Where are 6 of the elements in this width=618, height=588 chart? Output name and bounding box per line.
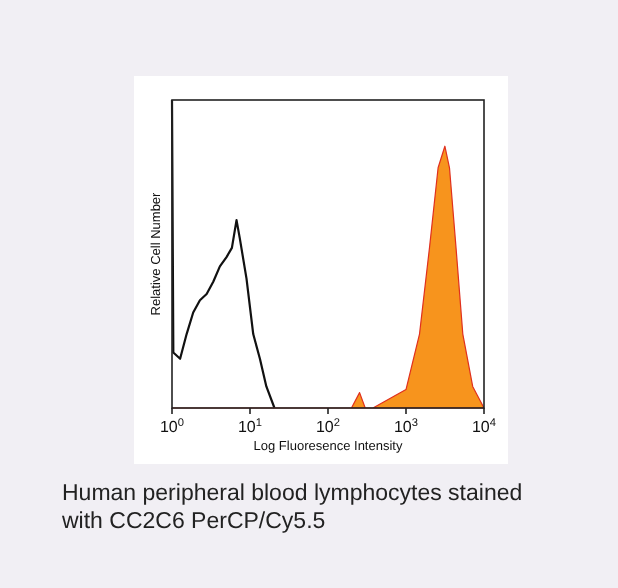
text: Human peripheral blood lymphocytes stained with CC2C6 PerCP/Cy5.5 bbox=[60, 482, 523, 534]
x-tick-label: 10$^{4}$ bbox=[471, 418, 497, 436]
x-tick-label: 10$^{0}$ bbox=[159, 418, 185, 436]
x-tick-label: 10$^{3}$ bbox=[393, 418, 419, 436]
x-tick-label: 10$^{1}$ bbox=[237, 418, 263, 436]
x-tick-label: 10$^{2}$ bbox=[315, 418, 341, 436]
